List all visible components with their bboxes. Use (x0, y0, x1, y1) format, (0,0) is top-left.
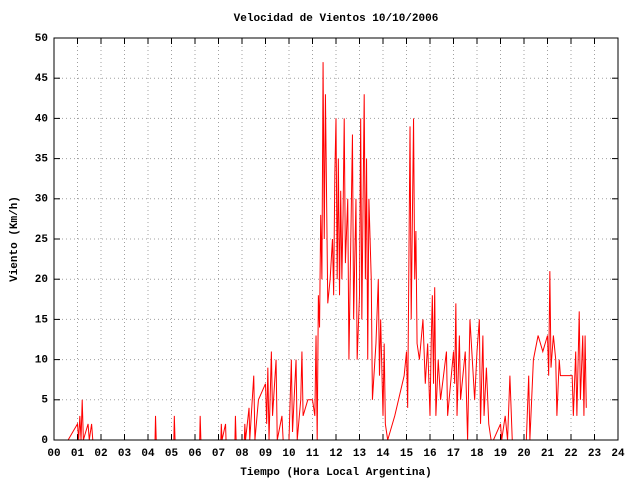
x-tick-label: 12 (329, 448, 342, 460)
x-tick-label: 08 (235, 448, 249, 460)
y-tick-label: 35 (35, 154, 49, 166)
x-tick-label: 23 (588, 448, 602, 460)
chart-title: Velocidad de Vientos 10/10/2006 (234, 13, 439, 25)
x-tick-label: 07 (212, 448, 225, 460)
x-tick-label: 15 (400, 448, 414, 460)
x-tick-label: 05 (165, 448, 179, 460)
y-tick-label: 30 (35, 194, 48, 206)
x-tick-label: 14 (376, 448, 390, 460)
x-tick-label: 09 (259, 448, 272, 460)
y-tick-label: 10 (35, 355, 48, 367)
x-tick-label: 04 (141, 448, 155, 460)
x-tick-label: 13 (353, 448, 367, 460)
y-tick-label: 50 (35, 33, 48, 45)
x-tick-label: 19 (494, 448, 507, 460)
x-tick-label: 01 (71, 448, 85, 460)
x-tick-label: 24 (611, 448, 625, 460)
x-tick-label: 22 (564, 448, 577, 460)
y-tick-label: 20 (35, 274, 48, 286)
x-tick-label: 17 (447, 448, 460, 460)
x-axis-label: Tiempo (Hora Local Argentina) (240, 467, 431, 479)
data-line (67, 62, 587, 441)
x-tick-label: 06 (188, 448, 201, 460)
x-tick-label: 20 (517, 448, 530, 460)
x-tick-label: 10 (282, 448, 295, 460)
x-tick-label: 03 (118, 448, 132, 460)
x-tick-label: 16 (423, 448, 436, 460)
y-tick-label: 15 (35, 314, 49, 326)
y-tick-label: 0 (41, 435, 48, 447)
x-tick-label: 18 (470, 448, 484, 460)
x-tick-label: 02 (94, 448, 107, 460)
y-tick-label: 40 (35, 113, 48, 125)
x-tick-label: 00 (47, 448, 60, 460)
y-tick-label: 45 (35, 73, 49, 85)
x-tick-label: 11 (306, 448, 320, 460)
x-tick-label: 21 (541, 448, 555, 460)
y-tick-label: 25 (35, 234, 49, 246)
plot-frame (53, 37, 619, 441)
y-tick-label: 5 (41, 395, 48, 407)
y-axis-label: Viento (Km/h) (9, 196, 21, 282)
